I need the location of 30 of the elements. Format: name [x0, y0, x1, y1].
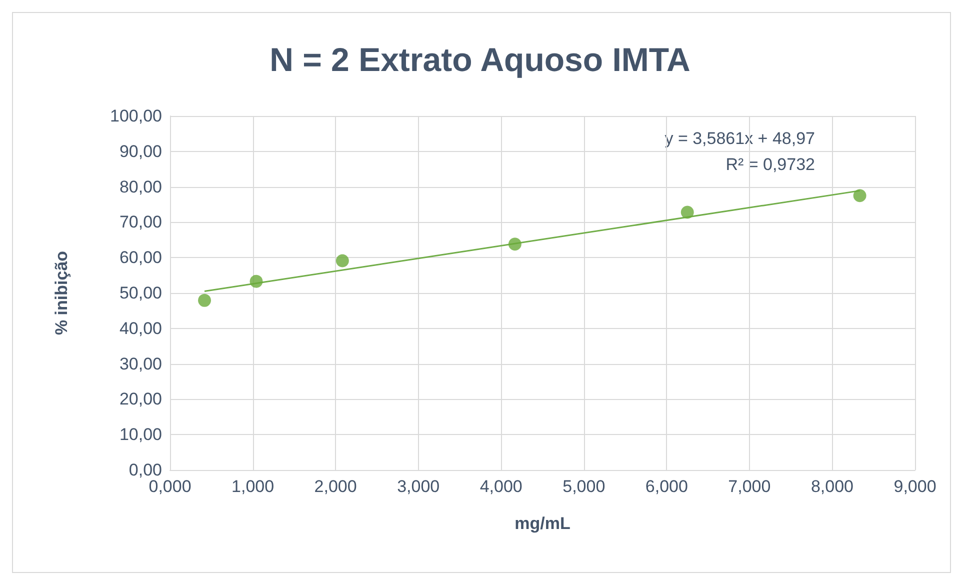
x-tick-label: 3,000 [397, 477, 440, 496]
x-tick-label: 7,000 [728, 477, 771, 496]
x-tick-label: 0,000 [148, 477, 192, 496]
y-tick-label: 80,00 [119, 177, 162, 196]
y-tick-label: 100,00 [110, 106, 162, 126]
y-tick-label: 30,00 [119, 354, 162, 374]
x-tick-label: 1,000 [232, 477, 274, 496]
point [198, 294, 212, 307]
x-tick-label: 2,000 [314, 477, 357, 496]
y-tick-label: 40,00 [119, 318, 162, 338]
x-tick-label: 5,000 [562, 477, 606, 496]
y-tick-label: 90,00 [119, 142, 162, 161]
x-tick-label: 9,000 [894, 477, 936, 496]
y-axis-title: % inibição [52, 250, 71, 336]
x-axis-title: mg/mL [514, 514, 570, 533]
y-tick-label: 10,00 [119, 425, 162, 444]
y-tick-label: 60,00 [119, 248, 162, 268]
y-tick-label: 70,00 [119, 212, 162, 232]
x-tick-label: 8,000 [810, 477, 854, 496]
y-tick-label: 50,00 [119, 284, 162, 302]
point [853, 189, 866, 202]
point [336, 254, 349, 268]
x-tick-label: 6,000 [645, 477, 688, 496]
point [508, 238, 522, 251]
point [680, 206, 694, 219]
y-tick-label: 20,00 [119, 390, 162, 409]
point [250, 274, 263, 288]
y-tick-label: 0,00 [128, 460, 162, 480]
chart-title: N = 2 Extrato Aquoso IMTA [270, 41, 690, 78]
x-tick-label: 4,000 [480, 477, 522, 496]
